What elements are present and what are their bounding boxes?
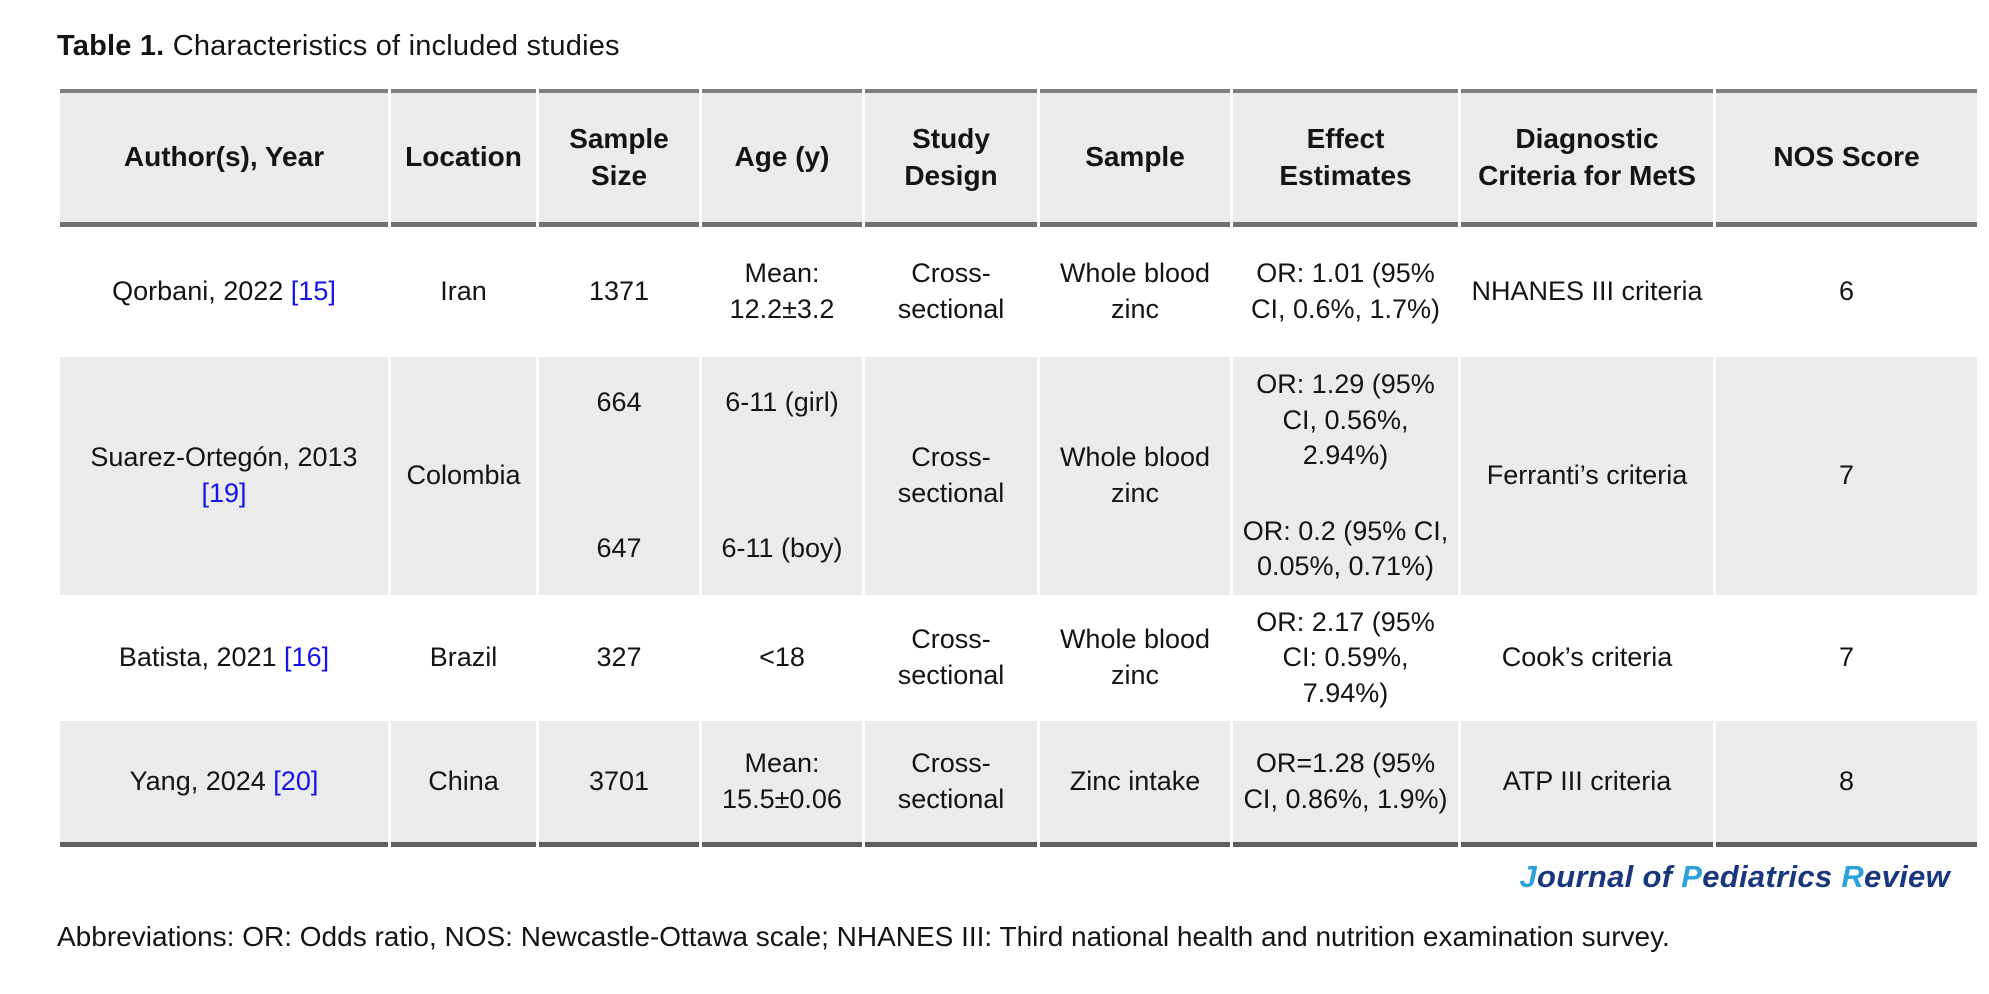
cell-location: China — [391, 721, 536, 847]
cell-nos-score: 7 — [1716, 357, 1977, 595]
table-header: Author(s), Year Location Sample Size Age… — [60, 89, 1977, 227]
cell-author: Qorbani, 2022 [15] — [60, 227, 388, 357]
cell-author: Yang, 2024 [20] — [60, 721, 388, 847]
cell-location: Colombia — [391, 357, 536, 595]
cell-author: Batista, 2021 [16] — [60, 595, 388, 721]
cell-nos-score: 7 — [1838, 642, 1855, 673]
cell-age: Mean: 15.5±0.06 — [702, 721, 862, 847]
column-header-sample: Sample — [1040, 89, 1230, 227]
table-row: Yang, 2024 [20] China 3701 Mean: 15.5±0.… — [60, 721, 1977, 847]
age-stack: 6-11 (girl) 6-11 (boy) — [710, 371, 854, 581]
column-header-effect-estimates: Effect Estimates — [1233, 89, 1458, 227]
cell-sample: Whole blood zinc — [1059, 624, 1211, 690]
table-row: Qorbani, 2022 [15] Iran 1371 Mean: 12.2±… — [60, 227, 1977, 357]
author-text: Yang, 2024 — [129, 765, 266, 796]
table-caption-label: Table 1. — [57, 30, 165, 62]
table-row: Suarez-Ortegón, 2013 [19] Colombia 664 6… — [60, 357, 1977, 595]
table-row: Batista, 2021 [16] Brazil 327 <18 Cross-… — [60, 595, 1977, 721]
column-header-study-design: Study Design — [865, 89, 1037, 227]
cell-sample: Zinc intake — [1040, 721, 1230, 847]
cell-age: 6-11 (girl) 6-11 (boy) — [702, 357, 862, 595]
cell-diagnostic-criteria: Ferranti’s criteria — [1461, 357, 1713, 595]
cell-age: <18 — [759, 642, 805, 673]
cell-effect-estimates: OR=1.28 (95% CI, 0.86%, 1.9%) — [1233, 721, 1458, 847]
age-girls: 6-11 (girl) — [725, 387, 839, 417]
cell-study-design: Cross-sectional — [897, 624, 1005, 690]
column-header-authors-year: Author(s), Year — [60, 89, 388, 227]
cell-sample-size: 327 — [596, 642, 642, 673]
cell-location: Iran — [440, 276, 487, 307]
cell-diagnostic-criteria: Cook’s criteria — [1501, 642, 1673, 673]
sample-size-girls: 664 — [596, 387, 642, 417]
column-header-sample-size: Sample Size — [539, 89, 699, 227]
characteristics-table: Author(s), Year Location Sample Size Age… — [57, 89, 1980, 847]
cell-diagnostic-criteria: ATP III criteria — [1461, 721, 1713, 847]
column-header-diagnostic-criteria: Diagnostic Criteria for MetS — [1461, 89, 1713, 227]
effect-estimates-stack: OR: 1.29 (95% CI, 0.56%, 2.94%) OR: 0.2 … — [1241, 363, 1450, 589]
table-caption: Table 1. Characteristics of included stu… — [57, 30, 1950, 63]
citation-link[interactable]: [16] — [284, 642, 330, 673]
cell-nos-score: 6 — [1838, 276, 1855, 307]
cell-sample: Whole blood zinc — [1040, 357, 1230, 595]
cell-effect-estimates: OR: 1.29 (95% CI, 0.56%, 2.94%) OR: 0.2 … — [1233, 357, 1458, 595]
cell-age: Mean: 12.2±3.2 — [729, 258, 835, 324]
citation-link[interactable]: [15] — [290, 276, 336, 307]
cell-location: Brazil — [429, 642, 498, 673]
author-text: Batista, 2021 — [118, 642, 277, 673]
cell-sample: Whole blood zinc — [1059, 258, 1211, 324]
author-text: Qorbani, 2022 — [112, 276, 284, 307]
abbreviations-note: Abbreviations: OR: Odds ratio, NOS: Newc… — [57, 921, 1670, 952]
sample-size-boys: 647 — [596, 533, 642, 564]
journal-name-initial: R — [1841, 859, 1865, 894]
cell-effect-estimates: OR: 2.17 (95% CI: 0.59%, 7.94%) — [1256, 606, 1435, 708]
cell-diagnostic-criteria: NHANES III criteria — [1471, 276, 1703, 307]
column-header-age: Age (y) — [702, 89, 862, 227]
citation-link[interactable]: [20] — [273, 765, 319, 796]
journal-name-initial: J — [1519, 859, 1538, 894]
cell-effect-estimates: OR: 1.01 (95% CI, 0.6%, 1.7%) — [1250, 258, 1441, 324]
cell-author: Suarez-Ortegón, 2013 [19] — [60, 357, 388, 595]
age-boys: 6-11 (boy) — [721, 533, 843, 564]
cell-sample-size: 664 647 — [539, 357, 699, 595]
document-page: Table 1. Characteristics of included stu… — [57, 30, 1980, 952]
cell-study-design: Cross-sectional — [865, 721, 1037, 847]
effect-estimate-boys: OR: 0.2 (95% CI, 0.05%, 0.71%) — [1242, 515, 1449, 582]
cell-study-design: Cross-sectional — [897, 258, 1005, 324]
journal-name-initial: P — [1681, 859, 1703, 894]
cell-study-design: Cross-sectional — [865, 357, 1037, 595]
cell-nos-score: 8 — [1716, 721, 1977, 847]
journal-name-part: ediatrics — [1702, 859, 1842, 894]
cell-sample-size: 3701 — [539, 721, 699, 847]
journal-name-part: ournal of — [1537, 859, 1682, 894]
author-text: Suarez-Ortegón, 2013 — [90, 442, 358, 473]
column-header-location: Location — [391, 89, 536, 227]
cell-sample-size: 1371 — [588, 276, 650, 307]
journal-name-part: eview — [1864, 859, 1950, 894]
journal-name: Journal of Pediatrics Review — [57, 859, 1950, 895]
effect-estimate-girls: OR: 1.29 (95% CI, 0.56%, 2.94%) — [1256, 369, 1435, 471]
sample-size-stack: 664 647 — [547, 371, 691, 581]
citation-link[interactable]: [19] — [201, 478, 247, 508]
header-row: Author(s), Year Location Sample Size Age… — [60, 89, 1977, 227]
column-header-nos-score: NOS Score — [1716, 89, 1977, 227]
table-caption-text: Characteristics of included studies — [164, 30, 620, 62]
